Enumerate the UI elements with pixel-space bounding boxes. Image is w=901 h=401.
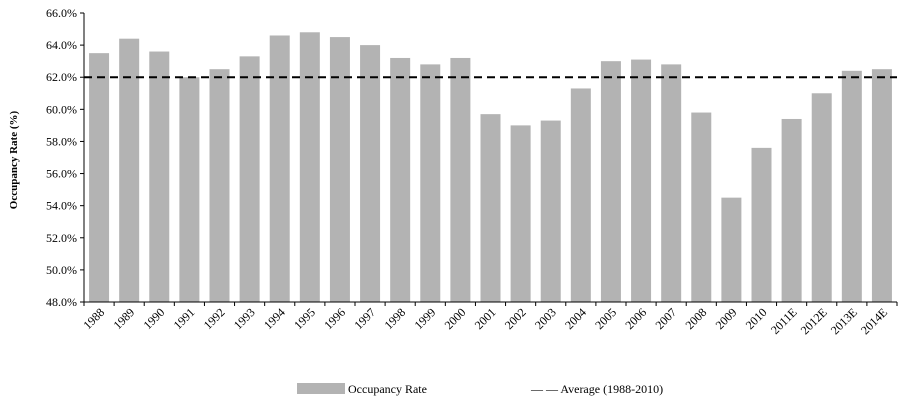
bar-1990 (149, 51, 170, 302)
bars-group (89, 32, 892, 303)
x-tick-label: 2010 (743, 305, 770, 332)
x-tick-label: 1992 (201, 305, 228, 332)
bar-2001 (480, 114, 501, 303)
x-tick-label: 1994 (261, 305, 288, 332)
x-tick-label: 1996 (321, 305, 348, 332)
legend-label-occupancy: Occupancy Rate (348, 382, 427, 396)
x-tick-label: 2000 (442, 305, 469, 332)
bar-2000 (450, 57, 471, 303)
x-axis-labels: 1988 1989 1990 1991 1992 1993 1994 1995 1996 1997… (80, 305, 890, 337)
y-tick-label: 62.0% (46, 70, 77, 84)
x-tick-label: 2006 (622, 305, 649, 332)
x-tick-label: 1998 (381, 305, 408, 332)
x-tick-label: 2014E (858, 305, 890, 337)
x-tick-label: 1997 (351, 305, 378, 332)
y-tick-label: 56.0% (46, 167, 77, 181)
x-tick-label: 2007 (652, 305, 679, 332)
legend-label-average: — — Average (1988-2010) (530, 382, 663, 396)
y-tick-label: 54.0% (46, 199, 77, 213)
bar-2013E (841, 70, 862, 302)
bar-2011E (781, 118, 802, 302)
x-tick-label: 1991 (171, 305, 198, 332)
bar-2003 (540, 120, 561, 302)
legend: Occupancy Rate — — Average (1988-2010) (297, 382, 663, 396)
x-tick-label: 2002 (502, 305, 529, 332)
x-tick-label: 2005 (592, 305, 619, 332)
bar-2007 (661, 64, 682, 302)
bar-1997 (360, 45, 381, 303)
bar-1988 (89, 53, 110, 302)
bar-1989 (119, 38, 140, 302)
bar-1999 (420, 64, 441, 302)
bar-2012E (811, 93, 832, 302)
y-tick-label: 64.0% (46, 38, 77, 52)
axes (83, 13, 898, 306)
bar-1998 (390, 57, 411, 303)
y-axis-ticks: 48.0% 50.0% 52.0% 54.0% 56.0% 58.0% 60.0% 62.0%… (46, 6, 84, 309)
x-tick-label: 1999 (412, 305, 439, 332)
bar-1992 (209, 69, 230, 302)
y-tick-label: 58.0% (46, 134, 77, 148)
x-tick-label: 2008 (683, 305, 710, 332)
x-tick-label: 2009 (713, 305, 740, 332)
legend-swatch-occupancy (297, 383, 345, 394)
y-tick-label: 52.0% (46, 231, 77, 245)
x-tick-label: 2004 (562, 305, 589, 332)
x-tick-label: 2013E (828, 305, 860, 337)
bar-2010 (751, 147, 772, 302)
x-tick-label: 1995 (291, 305, 318, 332)
x-tick-label: 2001 (472, 305, 499, 332)
y-tick-label: 66.0% (46, 6, 77, 20)
bar-2006 (631, 59, 652, 303)
bar-2014E (871, 69, 892, 302)
x-tick-label: 1989 (110, 305, 137, 332)
x-tick-label: 1990 (141, 305, 168, 332)
x-tick-label: 1988 (80, 305, 107, 332)
bar-2002 (510, 125, 531, 302)
bar-1995 (299, 32, 320, 303)
bar-2008 (691, 112, 712, 302)
y-tick-label: 50.0% (46, 263, 77, 277)
bar-1991 (179, 77, 200, 302)
bar-2009 (721, 197, 742, 302)
y-axis-title: Occupancy Rate (%) (8, 110, 20, 209)
y-tick-label: 60.0% (46, 102, 77, 116)
bar-2005 (600, 61, 621, 302)
bar-1993 (239, 56, 260, 302)
y-tick-label: 48.0% (46, 295, 77, 309)
bar-2004 (570, 88, 591, 303)
x-tick-label: 2003 (532, 305, 559, 332)
x-tick-label: 1993 (231, 305, 258, 332)
x-tick-label: 2012E (798, 305, 830, 337)
bar-1994 (269, 35, 290, 302)
bar-1996 (329, 37, 350, 302)
x-tick-label: 2011E (768, 305, 800, 337)
